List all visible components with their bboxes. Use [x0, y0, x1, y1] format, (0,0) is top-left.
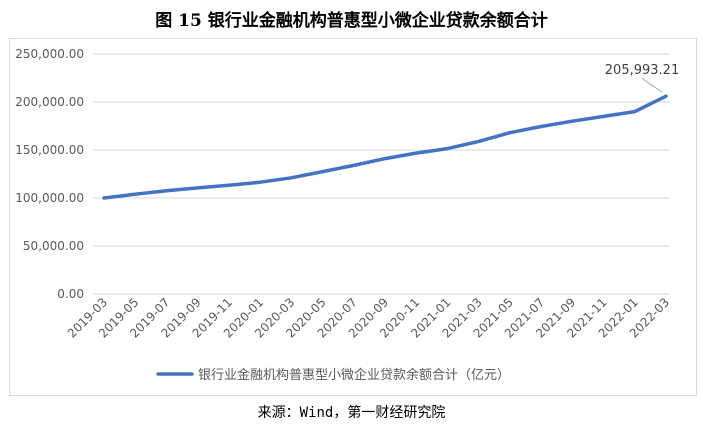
data-point	[571, 120, 574, 123]
x-axis: 2019-032019-052019-072019-092019-112020-…	[65, 295, 672, 340]
data-point	[165, 189, 168, 192]
chart-area	[9, 38, 697, 396]
data-point	[103, 197, 106, 200]
data-point	[508, 131, 511, 134]
data-point	[477, 140, 480, 143]
data-point	[602, 115, 605, 118]
legend: 银行业金融机构普惠型小微企业贷款余额合计（亿元）	[156, 367, 510, 383]
gridlines	[92, 53, 670, 295]
data-point	[384, 157, 387, 160]
y-tick-label: 100,000.00	[15, 191, 84, 205]
data-point	[227, 184, 230, 187]
legend-label: 银行业金融机构普惠型小微企业贷款余额合计（亿元）	[198, 367, 510, 383]
data-point	[321, 170, 324, 173]
y-tick-label: 250,000.00	[15, 47, 84, 61]
data-point	[415, 152, 418, 155]
data-point	[540, 125, 543, 128]
y-tick-label: 150,000.00	[15, 143, 84, 157]
data-point	[290, 176, 293, 179]
annotation-layer: 205,993.21	[605, 63, 679, 93]
y-axis: 0.00 50,000.00 100,000.00 150,000.00 200,000…	[15, 47, 84, 301]
annotation-leader	[641, 77, 663, 93]
data-point	[352, 164, 355, 167]
source-note: 来源：Wind，第一财经研究院	[257, 405, 446, 421]
data-point	[633, 110, 636, 113]
data-label: 205,993.21	[605, 63, 679, 78]
y-tick-label: 0.00	[57, 287, 84, 301]
data-point	[134, 193, 137, 196]
data-point	[446, 147, 449, 150]
data-point	[665, 95, 668, 98]
data-point	[196, 186, 199, 189]
chart-title: 图 15 银行业金融机构普惠型小微企业贷款余额合计	[155, 11, 548, 31]
y-tick-label: 50,000.00	[23, 239, 84, 253]
series-layer	[102, 94, 668, 200]
series-line	[102, 94, 668, 200]
data-point	[259, 181, 262, 184]
y-tick-label: 200,000.00	[15, 95, 84, 109]
